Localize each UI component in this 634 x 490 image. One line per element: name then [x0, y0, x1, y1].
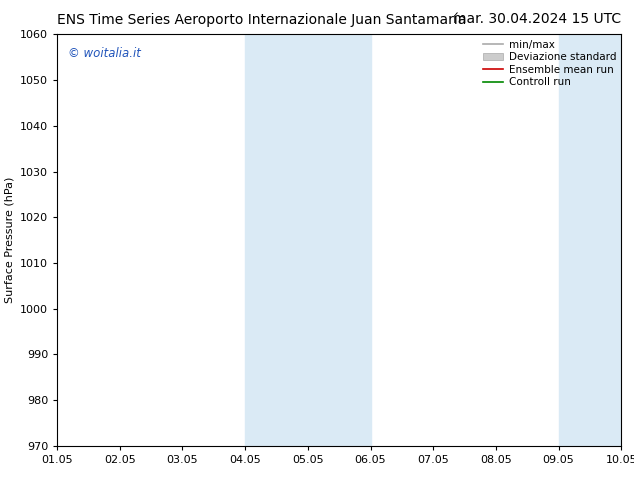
Legend: min/max, Deviazione standard, Ensemble mean run, Controll run: min/max, Deviazione standard, Ensemble m… [481, 37, 618, 89]
Bar [559, 34, 621, 446]
Bar [245, 34, 308, 446]
Text: ENS Time Series Aeroporto Internazionale Juan Santamaría: ENS Time Series Aeroporto Internazionale… [57, 12, 467, 27]
Y-axis label: Surface Pressure (hPa): Surface Pressure (hPa) [4, 177, 15, 303]
Text: mar. 30.04.2024 15 UTC: mar. 30.04.2024 15 UTC [453, 12, 621, 26]
Bar [308, 34, 370, 446]
Text: © woitalia.it: © woitalia.it [68, 47, 141, 60]
